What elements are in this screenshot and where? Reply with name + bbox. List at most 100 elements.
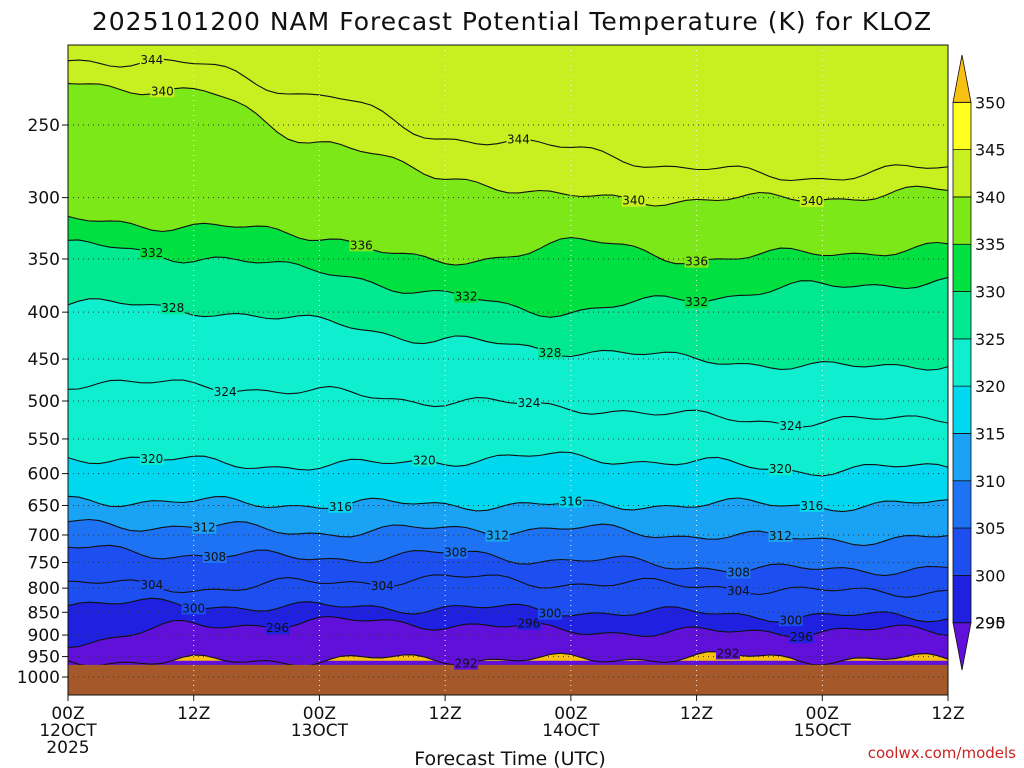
colorbar-label-350: 350 <box>975 93 1006 112</box>
contour-label-bg-344-1 <box>506 132 531 146</box>
contour-label-bg-336-1 <box>684 254 709 268</box>
y-tick-label-500: 500 <box>28 392 60 412</box>
contour-label-bg-320-2 <box>768 462 793 476</box>
colorbar: 295 300 305 310 315 320 325 330 335 340 345 350 290 <box>952 54 1006 671</box>
y-tick-label-400: 400 <box>28 303 60 323</box>
x-tick-label-48-0: 00Z <box>554 704 587 724</box>
y-axis: 250 300 350 400 450 500 550 600 650 700 750 800 850 9… <box>17 116 68 688</box>
credit-link[interactable]: coolwx.com/models <box>868 744 1016 762</box>
contour-label-bg-320-1 <box>412 453 437 467</box>
colorbar-label-335: 335 <box>975 235 1006 254</box>
colorbar-label-300: 300 <box>975 566 1006 585</box>
ground-below-surface <box>68 664 948 695</box>
contour-label-bg-340-0 <box>150 84 175 98</box>
contour-label-296-0: 296 <box>266 621 289 635</box>
colorbar-label-330: 330 <box>975 283 1006 302</box>
contour-label-bg-332-1 <box>454 289 479 303</box>
contour-304 <box>68 574 948 598</box>
colorbar-label-290: 290 <box>975 614 1006 633</box>
colorbar-swatch-3 <box>952 480 972 529</box>
x-tick-label-0-0: 00Z <box>51 704 84 724</box>
colorbar-swatch-12 <box>952 54 972 103</box>
contour-320 <box>68 451 948 477</box>
contour-label-292-0: 292 <box>455 657 478 671</box>
colorbar-swatch-10 <box>952 149 972 198</box>
contour-label-bg-308-1 <box>443 545 468 559</box>
contour-label-332-1: 332 <box>455 290 478 304</box>
y-tick-label-750: 750 <box>28 553 60 573</box>
y-tick-label-700: 700 <box>28 526 60 546</box>
colorbar-swatch-5 <box>952 385 972 434</box>
colorbar-swatch-1 <box>952 574 972 624</box>
x-tick-label-72-1: 15OCT <box>794 721 852 741</box>
colorbar-label-310: 310 <box>975 472 1006 491</box>
colorbar-swatch-7 <box>952 291 972 340</box>
x-tick-label-24-1: 13OCT <box>291 721 349 741</box>
contour-label-320-2: 320 <box>769 462 792 476</box>
x-tick-label-12-0: 12Z <box>177 704 210 724</box>
contour-label-bg-324-1 <box>516 396 541 410</box>
contour-label-300-2: 300 <box>779 613 802 627</box>
contour-label-bg-316-1 <box>558 494 583 508</box>
x-tick-label-0-2: 2025 <box>46 738 89 758</box>
contour-label-bg-300-2 <box>778 613 803 627</box>
y-tick-label-1000: 1000 <box>17 668 60 688</box>
colorbar-label-340: 340 <box>975 188 1006 207</box>
contour-label-bg-312-1 <box>485 528 510 542</box>
contour-label-292-1: 292 <box>717 646 740 660</box>
contour-328 <box>68 298 948 371</box>
contour-label-336-1: 336 <box>685 255 708 269</box>
contour-336 <box>68 215 948 266</box>
ground-layer <box>68 664 948 695</box>
contour-label-324-1: 324 <box>517 396 540 410</box>
contour-label-324-2: 324 <box>779 419 802 433</box>
x-axis-label: Forecast Time (UTC) <box>414 748 605 768</box>
contour-label-bg-332-0 <box>139 246 164 260</box>
colorbar-label-295: 295 <box>975 614 1006 633</box>
x-tick-label-84-0: 12Z <box>931 704 964 724</box>
contour-label-312-2: 312 <box>769 529 792 543</box>
contour-label-328-0: 328 <box>161 301 184 315</box>
contour-label-bg-316-2 <box>799 498 824 512</box>
contour-label-324-0: 324 <box>214 385 237 399</box>
contour-label-308-0: 308 <box>203 550 226 564</box>
contour-label-bg-328-1 <box>537 345 562 359</box>
contour-label-340-2: 340 <box>800 194 823 208</box>
contour-label-320-0: 320 <box>140 452 163 466</box>
contour-label-bg-312-0 <box>192 520 217 534</box>
contour-label-316-0: 316 <box>329 500 352 514</box>
plot-frame <box>67 44 949 696</box>
contour-label-bg-324-2 <box>778 418 803 432</box>
contour-label-bg-304-0 <box>139 577 164 591</box>
contour-label-bg-324-0 <box>213 384 238 398</box>
colorbar-label-315: 315 <box>975 424 1006 443</box>
contour-label-bg-300-0 <box>181 601 206 615</box>
contour-label-bg-332-2 <box>684 295 709 309</box>
contour-label-304-1: 304 <box>371 579 394 593</box>
contour-label-312-0: 312 <box>193 521 216 535</box>
contour-label-328-1: 328 <box>538 346 561 360</box>
colorbar-swatch-6 <box>952 338 972 387</box>
contour-label-bg-304-1 <box>370 579 395 593</box>
contour-label-bg-340-1 <box>621 193 646 207</box>
contour-label-308-2: 308 <box>727 565 750 579</box>
contour-label-308-1: 308 <box>444 546 467 560</box>
contour-label-344-1: 344 <box>507 132 530 146</box>
y-tick-label-250: 250 <box>28 116 60 136</box>
contour-label-336-0: 336 <box>350 238 373 252</box>
colorbar-swatch-8 <box>952 243 972 292</box>
contour-label-332-2: 332 <box>685 295 708 309</box>
y-tick-label-900: 900 <box>28 626 60 646</box>
contour-label-bg-292-0 <box>454 656 479 670</box>
contour-label-296-2: 296 <box>790 630 813 644</box>
colorbar-swatch-0 <box>952 622 972 671</box>
colorbar-swatch-9 <box>952 196 972 245</box>
y-tick-label-550: 550 <box>28 430 60 450</box>
contour-332 <box>68 239 948 318</box>
contour-label-bg-336-0 <box>349 238 374 252</box>
contour-label-332-0: 332 <box>140 246 163 260</box>
x-tick-label-72-0: 00Z <box>806 704 839 724</box>
